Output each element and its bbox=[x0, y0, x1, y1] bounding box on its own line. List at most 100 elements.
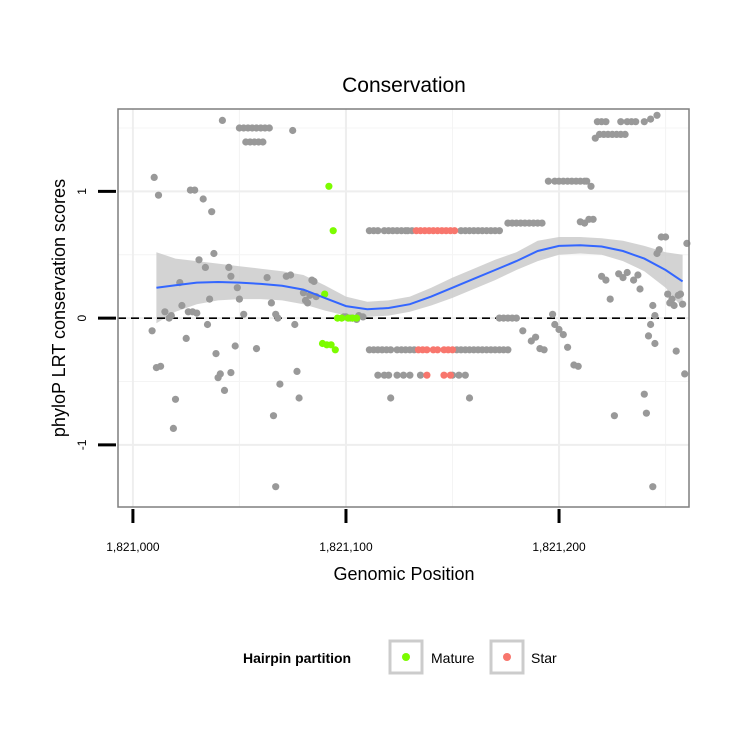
x-tick-label: 1,821,000 bbox=[106, 540, 160, 554]
data-point-other bbox=[193, 309, 201, 317]
data-point-other bbox=[195, 256, 203, 264]
data-point-other bbox=[647, 320, 655, 329]
data-point-other bbox=[154, 191, 163, 199]
data-point-other bbox=[644, 332, 653, 340]
data-point-mature bbox=[321, 290, 329, 298]
data-point-other bbox=[621, 130, 629, 138]
data-point-other bbox=[649, 301, 657, 310]
data-point-other bbox=[171, 395, 180, 403]
legend-label-star: Star bbox=[531, 650, 557, 666]
data-point-other bbox=[465, 394, 474, 402]
data-point-other bbox=[589, 215, 597, 223]
data-point-other bbox=[265, 124, 273, 132]
data-point-other bbox=[649, 483, 657, 491]
data-point-other bbox=[519, 327, 527, 335]
data-point-other bbox=[655, 246, 663, 254]
data-point-other bbox=[551, 320, 559, 329]
data-point-other bbox=[182, 334, 190, 342]
y-axis: -1 0 1 bbox=[75, 188, 116, 450]
data-points bbox=[148, 111, 691, 491]
data-point-other bbox=[274, 314, 282, 322]
data-point-star bbox=[434, 346, 442, 354]
data-point-other bbox=[619, 274, 627, 282]
data-point-other bbox=[178, 301, 186, 310]
data-point-other bbox=[240, 310, 248, 318]
legend-label-mature: Mature bbox=[431, 650, 475, 666]
chart-title: Conservation bbox=[342, 74, 466, 97]
legend-swatch-mature bbox=[402, 653, 410, 661]
smooth-confidence-band bbox=[156, 237, 683, 324]
legend: Hairpin partition Mature Star bbox=[243, 639, 557, 675]
data-point-other bbox=[293, 367, 301, 375]
data-point-other bbox=[538, 219, 546, 227]
data-point-other bbox=[651, 339, 659, 348]
data-point-other bbox=[210, 249, 218, 258]
data-point-star bbox=[423, 371, 431, 379]
x-axis: 1,821,000 1,821,100 1,821,200 bbox=[106, 509, 586, 554]
data-point-other bbox=[630, 276, 638, 284]
data-point-other bbox=[201, 263, 209, 271]
data-point-other bbox=[231, 342, 239, 350]
data-point-other bbox=[647, 115, 655, 123]
data-point-other bbox=[676, 290, 685, 298]
data-point-other bbox=[602, 276, 610, 284]
data-point-other bbox=[387, 346, 395, 354]
data-point-other bbox=[606, 295, 614, 303]
plot-panel bbox=[117, 108, 691, 508]
data-point-other bbox=[672, 347, 680, 355]
y-tick-label: 1 bbox=[75, 188, 89, 195]
data-point-other bbox=[653, 111, 661, 119]
data-point-other bbox=[416, 371, 425, 379]
data-point-star bbox=[448, 346, 457, 354]
data-point-other bbox=[374, 371, 382, 379]
data-point-other bbox=[642, 409, 651, 417]
data-point-mature bbox=[327, 341, 335, 349]
data-point-other bbox=[304, 299, 312, 307]
data-point-other bbox=[406, 371, 414, 379]
data-point-other bbox=[374, 227, 382, 235]
data-point-other bbox=[295, 394, 303, 402]
data-point-other bbox=[208, 208, 216, 216]
data-point-other bbox=[532, 333, 540, 341]
data-point-other bbox=[161, 308, 169, 316]
data-point-other bbox=[602, 118, 610, 126]
data-point-other bbox=[617, 118, 625, 126]
data-point-other bbox=[512, 314, 521, 322]
data-point-mature bbox=[353, 314, 361, 322]
data-point-other bbox=[191, 186, 199, 194]
data-point-other bbox=[662, 233, 670, 241]
data-point-other bbox=[289, 126, 297, 135]
data-point-other bbox=[291, 320, 299, 329]
data-point-other bbox=[681, 370, 689, 378]
data-point-other bbox=[227, 272, 235, 280]
data-point-other bbox=[632, 118, 640, 126]
data-point-other bbox=[387, 394, 395, 402]
data-point-other bbox=[218, 116, 226, 124]
data-point-other bbox=[359, 313, 367, 321]
data-point-other bbox=[402, 227, 410, 235]
data-point-other bbox=[393, 371, 401, 379]
y-tick-label: 0 bbox=[75, 314, 89, 321]
legend-swatch-star bbox=[503, 653, 511, 661]
x-tick-label: 1,821,200 bbox=[532, 540, 586, 554]
data-point-other bbox=[634, 271, 642, 279]
data-point-other bbox=[385, 371, 393, 379]
data-point-star bbox=[440, 371, 448, 379]
data-point-other bbox=[157, 362, 165, 370]
y-axis-title: phyloP LRT conservation scores bbox=[49, 179, 69, 437]
data-point-other bbox=[199, 195, 207, 203]
data-point-other bbox=[272, 483, 280, 491]
data-point-other bbox=[640, 118, 648, 126]
data-point-other bbox=[212, 350, 220, 358]
data-point-mature bbox=[329, 227, 337, 235]
data-point-other bbox=[220, 386, 229, 394]
data-point-other bbox=[495, 227, 503, 235]
data-point-other bbox=[287, 271, 295, 279]
data-point-mature bbox=[325, 182, 333, 190]
panel-border bbox=[117, 108, 690, 508]
data-point-other bbox=[564, 343, 572, 351]
data-point-other bbox=[259, 138, 267, 146]
data-point-other bbox=[214, 374, 222, 382]
data-point-other bbox=[252, 345, 261, 353]
